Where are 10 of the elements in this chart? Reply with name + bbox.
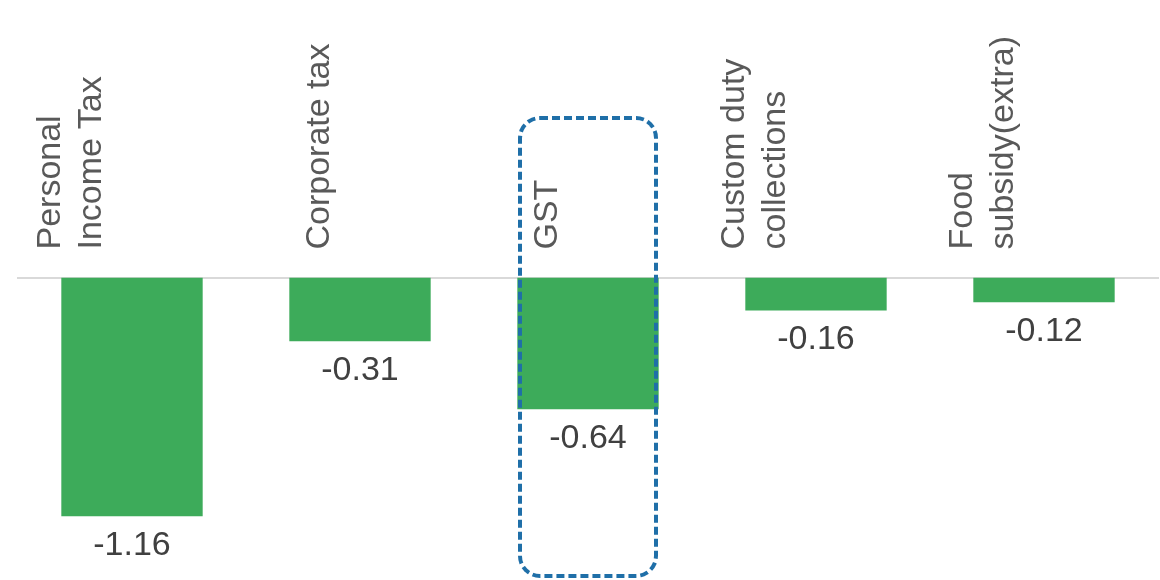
data-label: -0.12 [1005,309,1083,348]
x-tick-label: Food subsidy(extra) [940,36,1020,250]
data-label: -0.64 [549,416,627,455]
data-label: -1.16 [93,523,171,562]
data-label: -0.16 [777,317,855,356]
x-tick-label: Corporate tax [297,43,336,250]
x-tick-label: Personal Income Tax [28,76,108,250]
data-label: -0.31 [321,348,399,387]
x-tick-label: Custom duty collections [712,58,792,250]
x-tick-label: GST [525,179,564,250]
